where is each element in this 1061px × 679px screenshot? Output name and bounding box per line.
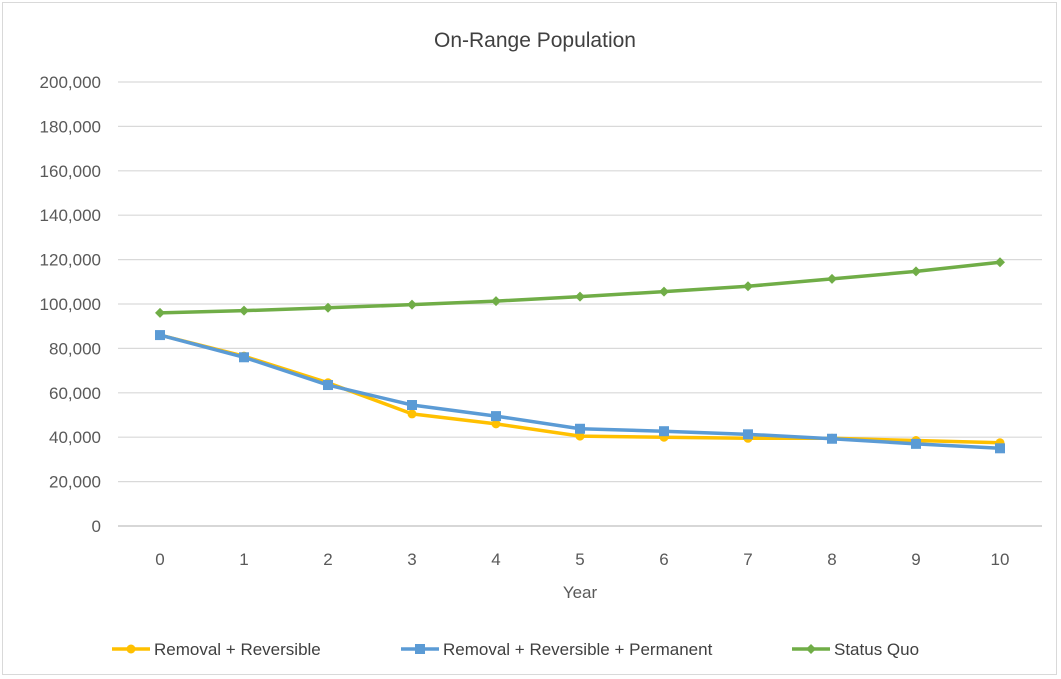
data-point [995, 443, 1005, 454]
y-tick-label: 80,000 [49, 339, 101, 358]
x-tick-label: 4 [491, 550, 500, 569]
series-layer [155, 257, 1005, 454]
data-point [659, 286, 669, 297]
data-point [827, 433, 837, 444]
legend-item: Status Quo [792, 640, 919, 659]
x-axis-title: Year [563, 583, 598, 602]
x-axis-ticks: 0 1 2 3 4 5 6 7 8 9 10 [155, 550, 1009, 569]
y-tick-label: 40,000 [49, 428, 101, 447]
data-point [407, 409, 417, 419]
x-tick-label: 6 [659, 550, 668, 569]
legend-label: Removal + Reversible [154, 640, 321, 659]
data-point [155, 307, 165, 318]
y-tick-label: 120,000 [40, 251, 101, 270]
data-point [827, 273, 837, 284]
series-line [159, 260, 1001, 315]
data-point [575, 431, 585, 441]
legend-label: Removal + Reversible + Permanent [443, 640, 713, 659]
data-point [491, 411, 501, 422]
data-point [239, 352, 249, 363]
x-tick-label: 8 [827, 550, 836, 569]
data-point [323, 380, 333, 391]
legend-item: Removal + Reversible [112, 640, 321, 659]
legend-item: Removal + Reversible + Permanent [401, 640, 713, 659]
legend: Removal + Reversible Removal + Reversible… [112, 640, 919, 659]
x-tick-label: 7 [743, 550, 752, 569]
x-tick-label: 1 [239, 550, 248, 569]
data-point [155, 330, 165, 341]
x-tick-label: 10 [991, 550, 1010, 569]
chart-title: On-Range Population [434, 29, 636, 52]
data-point [575, 423, 585, 434]
x-tick-label: 0 [155, 550, 164, 569]
y-tick-label: 60,000 [49, 384, 101, 403]
data-point [743, 429, 753, 440]
legend-marker [806, 644, 816, 654]
legend-marker [415, 644, 425, 654]
data-point [743, 281, 753, 292]
data-point [239, 305, 249, 316]
x-tick-label: 9 [911, 550, 920, 569]
y-tick-label: 0 [92, 517, 101, 536]
x-tick-label: 5 [575, 550, 584, 569]
data-point [407, 299, 417, 310]
data-point [407, 400, 417, 411]
y-axis-ticks: 0 20,000 40,000 60,000 80,000 100,000 120,000 1… [40, 73, 101, 536]
y-tick-label: 160,000 [40, 162, 101, 181]
y-tick-label: 180,000 [40, 117, 101, 136]
y-tick-label: 200,000 [40, 73, 101, 92]
x-tick-label: 3 [407, 550, 416, 569]
data-point [491, 296, 501, 307]
y-tick-label: 20,000 [49, 473, 101, 492]
x-tick-label: 2 [323, 550, 332, 569]
data-point [491, 419, 501, 429]
y-tick-label: 100,000 [40, 295, 101, 314]
data-point [995, 257, 1005, 268]
data-point [659, 426, 669, 437]
y-tick-label: 140,000 [40, 206, 101, 225]
data-point [911, 438, 921, 449]
series-2 [155, 330, 1005, 454]
legend-label: Status Quo [834, 640, 919, 659]
data-point [911, 266, 921, 277]
data-point [575, 291, 585, 302]
data-point [323, 302, 333, 313]
gridlines [118, 81, 1042, 527]
series-3 [155, 257, 1005, 318]
legend-marker [126, 644, 136, 654]
